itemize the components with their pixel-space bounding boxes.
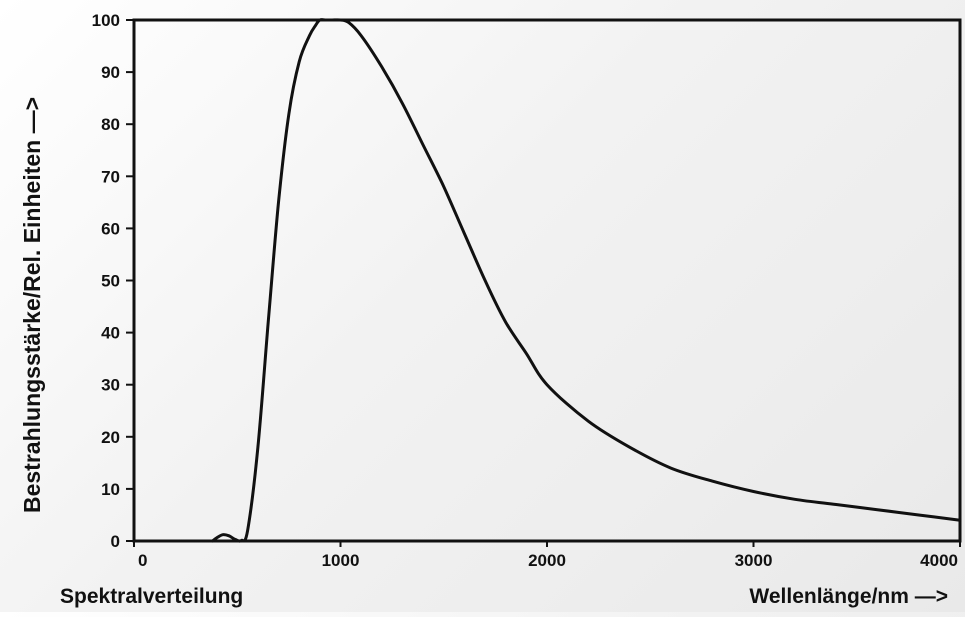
x-tick-label: 4000 bbox=[920, 551, 958, 570]
y-tick-label: 50 bbox=[101, 272, 120, 291]
y-tick-label: 40 bbox=[101, 324, 120, 343]
x-tick-label: 0 bbox=[138, 551, 147, 570]
y-tick-label: 90 bbox=[101, 63, 120, 82]
irradiance-curve bbox=[211, 18, 962, 543]
x-tick-label: 3000 bbox=[735, 551, 773, 570]
y-tick-label: 10 bbox=[101, 480, 120, 499]
y-tick-label: 20 bbox=[101, 428, 120, 447]
y-tick-label: 0 bbox=[111, 532, 120, 551]
y-tick-label: 80 bbox=[101, 115, 120, 134]
y-axis-ticks: 0 10 20 30 40 50 60 70 80 90 100 bbox=[92, 11, 134, 551]
y-tick-label: 30 bbox=[101, 376, 120, 395]
plot-area-frame bbox=[132, 18, 962, 543]
chart-caption: Spektralverteilung bbox=[60, 585, 243, 608]
x-tick-label: 1000 bbox=[322, 551, 360, 570]
y-tick-label: 100 bbox=[92, 11, 120, 30]
y-tick-label: 60 bbox=[101, 219, 120, 238]
y-axis-label: Bestrahlungsstärke/Rel. Einheiten —> bbox=[19, 97, 45, 513]
x-axis-ticks: 0 1000 2000 3000 4000 bbox=[133, 541, 961, 570]
x-axis-label: Wellenlänge/nm —> bbox=[749, 585, 948, 608]
y-tick-label: 70 bbox=[101, 167, 120, 186]
x-tick-label: 2000 bbox=[528, 551, 566, 570]
